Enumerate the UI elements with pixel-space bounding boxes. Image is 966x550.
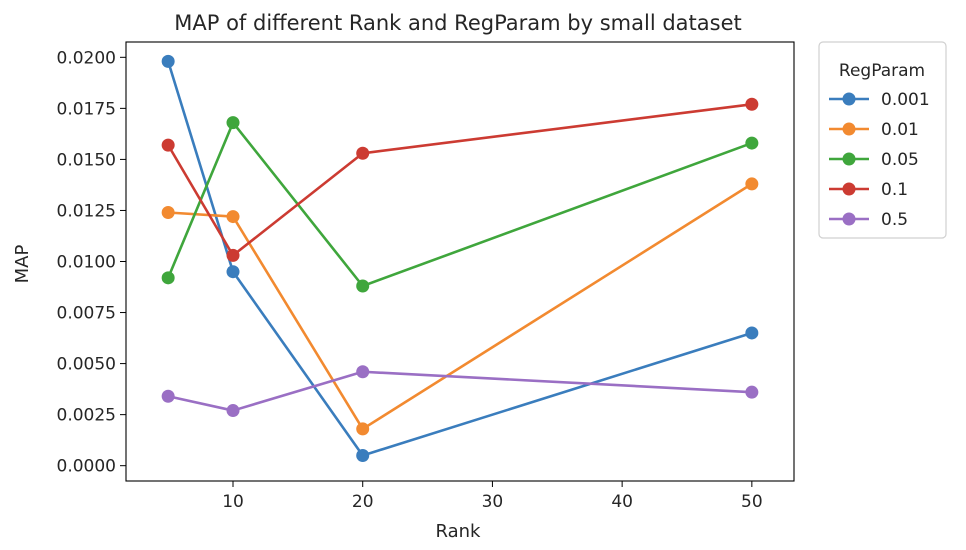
data-point xyxy=(161,54,175,68)
chart-title: MAP of different Rank and RegParam by sm… xyxy=(174,11,742,35)
data-point xyxy=(161,205,175,219)
series-0.001 xyxy=(161,54,759,462)
y-tick-label: 0.0200 xyxy=(57,48,116,68)
legend-items: 0.001 0.01 0.05 0.1 0.5 xyxy=(829,90,930,230)
series-0.01 xyxy=(161,177,759,436)
data-point xyxy=(745,385,759,399)
x-tick-label: 10 xyxy=(222,492,244,512)
legend-swatch-marker xyxy=(842,122,856,136)
series-line xyxy=(168,182,753,431)
x-tick-label: 50 xyxy=(741,492,763,512)
data-point xyxy=(356,146,370,160)
series-line xyxy=(166,121,753,288)
y-tick-label: 0.0100 xyxy=(57,253,116,273)
legend-swatch-marker xyxy=(842,212,856,226)
legend-label: 0.05 xyxy=(881,150,919,170)
plot-frame xyxy=(125,41,795,482)
series-line xyxy=(167,370,752,412)
data-point xyxy=(161,389,175,403)
y-tick-label: 0.0075 xyxy=(57,304,116,324)
legend-item: 0.01 xyxy=(829,120,919,140)
legend-label: 0.001 xyxy=(881,90,930,110)
data-point xyxy=(226,404,240,418)
y-tick-label: 0.0150 xyxy=(57,150,116,170)
data-point xyxy=(745,97,759,111)
series-line xyxy=(167,102,753,257)
legend-swatch-marker xyxy=(842,182,856,196)
series-layer xyxy=(161,54,759,462)
series-0.5 xyxy=(161,365,759,418)
data-point xyxy=(226,265,240,279)
data-point xyxy=(356,422,370,436)
y-tick-label: 0.0125 xyxy=(57,201,116,221)
x-axis-title: Rank xyxy=(436,521,482,542)
y-axis: 0.0000 0.0025 0.0050 0.0075 0.0100 0.0125 0.01… xyxy=(57,48,126,477)
y-tick-label: 0.0025 xyxy=(57,406,116,426)
data-point xyxy=(745,136,759,150)
y-axis-title: MAP xyxy=(12,245,33,284)
series-0.05 xyxy=(161,116,759,293)
y-tick-label: 0.0000 xyxy=(57,457,116,477)
legend: RegParam 0.001 0.01 0.05 0.1 0.5 xyxy=(818,41,947,239)
data-point xyxy=(356,448,370,462)
legend-swatch-marker xyxy=(842,152,856,166)
x-axis: 10 20 30 40 50 xyxy=(222,481,763,512)
legend-item: 0.5 xyxy=(829,210,908,230)
legend-item: 0.1 xyxy=(829,180,908,200)
x-tick-label: 20 xyxy=(352,492,374,512)
legend-title: RegParam xyxy=(839,61,925,81)
x-tick-label: 40 xyxy=(611,492,633,512)
legend-item: 0.001 xyxy=(829,90,930,110)
legend-item: 0.05 xyxy=(829,150,919,170)
data-point xyxy=(226,210,240,224)
data-point xyxy=(226,116,240,130)
y-tick-label: 0.0050 xyxy=(57,355,116,375)
data-point xyxy=(356,365,370,379)
series-0.1 xyxy=(161,97,759,262)
legend-label: 0.5 xyxy=(881,210,908,230)
data-point xyxy=(745,326,759,340)
series-line xyxy=(166,61,753,457)
legend-swatch-marker xyxy=(842,92,856,106)
data-point xyxy=(356,279,370,293)
data-point xyxy=(226,248,240,262)
x-tick-label: 30 xyxy=(482,492,504,512)
legend-label: 0.1 xyxy=(881,180,908,200)
legend-label: 0.01 xyxy=(881,120,919,140)
data-point xyxy=(745,177,759,191)
data-point xyxy=(161,271,175,285)
data-point xyxy=(161,138,175,152)
y-tick-label: 0.0175 xyxy=(57,99,116,119)
